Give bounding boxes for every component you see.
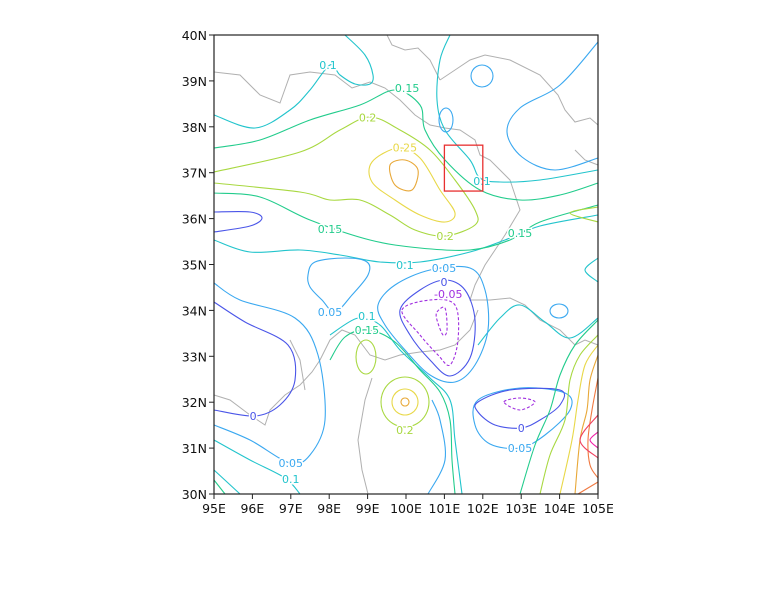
contour-lines: [213, 34, 599, 495]
border-line: [386, 34, 441, 81]
contour-label: 0.1: [282, 473, 300, 486]
contour-label: 0.25: [393, 141, 418, 154]
contour-line-0.15: [519, 319, 599, 495]
y-tick-label: 40N: [182, 28, 207, 43]
border-line: [289, 339, 306, 391]
x-tick-label: 97E: [279, 501, 303, 516]
y-tick-label: 32N: [182, 395, 207, 410]
contour-label: 0.1: [319, 59, 337, 72]
contour-line-0.05: [506, 41, 599, 171]
contour-line--0.05: [435, 306, 448, 337]
y-tick-label: 36N: [182, 212, 207, 227]
x-tick-label: 99E: [356, 501, 380, 516]
contour-label: 0.1: [396, 259, 414, 272]
contour-line-0.35: [577, 481, 599, 495]
contour-line--0.05: [503, 397, 536, 411]
contour-label: -0.05: [434, 288, 462, 301]
contour-line-0.1: [213, 469, 241, 495]
y-tick-label: 34N: [182, 303, 207, 318]
contour-labels: 0.10.150.20.250.10.150.2 0.150.1 0.050-0.0…: [248, 57, 534, 487]
contour-label: 0: [518, 422, 525, 435]
contour-label: 0.05: [508, 442, 533, 455]
contour-line-0.2: [380, 376, 430, 428]
contour-line-0.1: [436, 34, 599, 183]
contour-line-0.1: [213, 439, 301, 495]
y-tick-label: 35N: [182, 258, 207, 273]
x-tick-label: 104E: [544, 501, 576, 516]
contour-line-0.15: [329, 329, 456, 495]
contour-line-0.05: [427, 399, 446, 495]
contour-line-0.05: [307, 257, 371, 313]
map-borders: [213, 34, 599, 495]
border-line: [357, 377, 373, 495]
contour-line-0: [399, 279, 476, 377]
contour-line-0.25: [391, 388, 419, 416]
contour-label: 0.05: [432, 262, 457, 275]
border-line: [213, 71, 599, 346]
contour-line-0.3: [400, 397, 410, 407]
contour-label: 0: [441, 276, 448, 289]
contour-line-0.05: [549, 303, 569, 319]
contour-label: 0.2: [436, 230, 454, 243]
x-tick-label: 100E: [390, 501, 422, 516]
y-tick-label: 38N: [182, 120, 207, 135]
contour-line-0.25: [559, 344, 599, 495]
contour-label: 0.15: [508, 227, 533, 240]
contour-line-0.15: [213, 479, 226, 495]
contour-line-0.1: [477, 304, 599, 346]
x-tick-label: 102E: [467, 501, 499, 516]
border-line: [574, 149, 599, 166]
x-tick-label: 101E: [429, 501, 461, 516]
x-tick-label: 105E: [582, 501, 614, 516]
border-line: [439, 54, 599, 126]
contour-line-0.05: [213, 282, 326, 465]
contour-line--0.05: [401, 298, 460, 367]
x-tick-label: 95E: [202, 501, 226, 516]
contour-line-0: [213, 301, 297, 417]
contour-line-0.1: [584, 257, 599, 283]
contour-label: 0.1: [473, 175, 491, 188]
x-tick-label: 98E: [317, 501, 341, 516]
border-line: [213, 309, 479, 426]
highlight-box: [443, 144, 484, 192]
contour-line-0.25: [368, 147, 456, 223]
contour-line-0.35: [587, 377, 599, 479]
contour-line-0: [474, 387, 566, 429]
contour-label: 0.2: [359, 112, 377, 125]
contour-line-0.45: [589, 431, 599, 449]
contour-label: 0.05: [279, 457, 304, 470]
contour-label: 0.05: [318, 306, 343, 319]
y-tick-label: 31N: [182, 441, 207, 456]
contour-label: 0.15: [355, 324, 380, 337]
contour-label: 0.15: [318, 223, 343, 236]
y-tick-label: 39N: [182, 74, 207, 89]
y-tick-label: 33N: [182, 349, 207, 364]
axes: 95E 96E 97E 98E 99E 100E 101E 102E 103E 104E 105E 3…: [182, 28, 614, 516]
contour-label: 0.1: [358, 310, 376, 323]
contour-line-0.3: [574, 354, 599, 495]
contour-line-0.2: [539, 334, 599, 495]
contour-line-0.05: [377, 265, 490, 383]
contour-label: 0: [250, 410, 257, 423]
contour-label: 0.15: [395, 82, 420, 95]
contour-line-0.15: [213, 192, 599, 252]
contour-line-0.4: [579, 414, 599, 459]
contour-line-0.2: [355, 339, 377, 375]
x-tick-label: 96E: [240, 501, 264, 516]
contour-label: 0.2: [396, 424, 414, 437]
contour-line-0.3: [389, 159, 419, 192]
contour-line-0.05: [438, 107, 454, 133]
contour-line-0: [213, 211, 263, 233]
x-tick-label: 103E: [505, 501, 537, 516]
contour-line-0.2: [213, 116, 479, 237]
contour-line-0.1: [213, 34, 374, 129]
y-tick-label: 30N: [182, 487, 207, 502]
y-tick-label: 37N: [182, 166, 207, 181]
contour-line-0.2: [569, 206, 599, 223]
contour-line-0.05: [470, 64, 494, 88]
contour-line-0.15: [213, 89, 599, 201]
